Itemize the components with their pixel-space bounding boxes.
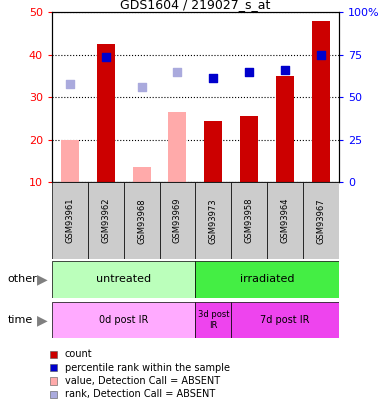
- Point: [246, 68, 252, 75]
- Text: 0d post IR: 0d post IR: [99, 315, 148, 325]
- Point: [67, 81, 73, 88]
- Bar: [52, 182, 88, 259]
- Bar: [231, 302, 339, 338]
- Bar: [52, 261, 195, 298]
- Text: 3d post
IR: 3d post IR: [198, 310, 229, 330]
- Text: GSM93964: GSM93964: [281, 198, 290, 243]
- Text: other: other: [8, 275, 37, 284]
- Point: [139, 83, 145, 90]
- Text: count: count: [65, 350, 92, 359]
- Bar: [169, 112, 186, 182]
- Text: ▶: ▶: [37, 313, 48, 327]
- Title: GDS1604 / 219027_s_at: GDS1604 / 219027_s_at: [120, 0, 271, 11]
- Bar: [267, 182, 303, 259]
- Bar: [97, 44, 115, 182]
- Text: ▶: ▶: [37, 273, 48, 286]
- Bar: [231, 182, 267, 259]
- Point: [210, 75, 216, 81]
- Point: [174, 68, 181, 75]
- Text: value, Detection Call = ABSENT: value, Detection Call = ABSENT: [65, 376, 220, 386]
- Text: untreated: untreated: [96, 275, 151, 284]
- Bar: [61, 140, 79, 182]
- Bar: [240, 116, 258, 182]
- Point: [282, 66, 288, 73]
- Bar: [159, 182, 196, 259]
- Text: percentile rank within the sample: percentile rank within the sample: [65, 363, 230, 373]
- Text: 7d post IR: 7d post IR: [260, 315, 310, 325]
- Bar: [303, 182, 339, 259]
- Text: GSM93973: GSM93973: [209, 198, 218, 243]
- Text: GSM93969: GSM93969: [173, 198, 182, 243]
- Bar: [133, 167, 151, 182]
- Bar: [52, 302, 195, 338]
- Bar: [276, 76, 294, 182]
- Point: [318, 51, 324, 58]
- Point: [103, 53, 109, 60]
- Bar: [195, 302, 231, 338]
- Bar: [88, 182, 124, 259]
- Bar: [195, 261, 339, 298]
- Bar: [195, 182, 231, 259]
- Text: GSM93961: GSM93961: [65, 198, 74, 243]
- Bar: [124, 182, 159, 259]
- Text: irradiated: irradiated: [240, 275, 295, 284]
- Text: time: time: [8, 315, 33, 325]
- Text: GSM93967: GSM93967: [316, 198, 325, 243]
- Text: GSM93968: GSM93968: [137, 198, 146, 243]
- Text: GSM93958: GSM93958: [244, 198, 254, 243]
- Text: GSM93962: GSM93962: [101, 198, 110, 243]
- Bar: [204, 121, 222, 182]
- Text: rank, Detection Call = ABSENT: rank, Detection Call = ABSENT: [65, 390, 215, 399]
- Bar: [312, 21, 330, 182]
